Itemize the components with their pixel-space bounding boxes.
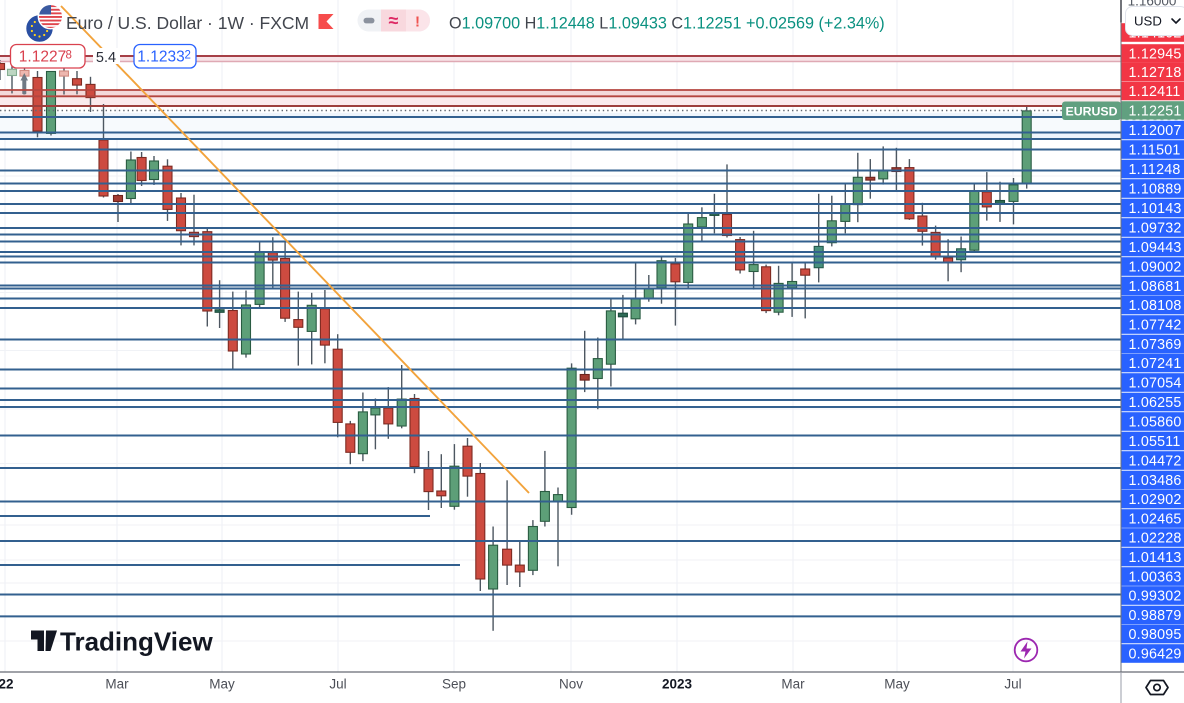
svg-text:Jul: Jul	[1004, 677, 1021, 692]
svg-text:1.12251: 1.12251	[1129, 103, 1182, 119]
svg-text:1.12718: 1.12718	[1129, 65, 1182, 81]
svg-text:May: May	[884, 677, 910, 692]
svg-text:1.12411: 1.12411	[1129, 84, 1181, 100]
svg-text:5.4: 5.4	[96, 50, 116, 66]
svg-text:!: !	[415, 14, 420, 31]
svg-text:2: 2	[185, 50, 191, 62]
svg-text:1.11501: 1.11501	[1129, 142, 1181, 158]
svg-text:May: May	[209, 677, 235, 692]
svg-text:1.16000: 1.16000	[1128, 0, 1177, 9]
svg-text:USD: USD	[1134, 14, 1162, 29]
svg-text:0.98095: 0.98095	[1129, 627, 1182, 643]
svg-text:Jul: Jul	[329, 677, 346, 692]
svg-text:TradingView: TradingView	[60, 627, 213, 657]
svg-text:1.08681: 1.08681	[1129, 279, 1182, 295]
svg-text:1.02465: 1.02465	[1129, 511, 1182, 527]
svg-text:O1.09700 H1.12448 L1.09433 C1.: O1.09700 H1.12448 L1.09433 C1.12251 +0.0…	[449, 15, 885, 33]
svg-text:2023: 2023	[662, 677, 693, 692]
svg-text:Sep: Sep	[442, 677, 466, 692]
svg-text:1.1233: 1.1233	[137, 49, 184, 66]
svg-text:Euro / U.S. Dollar · 1W · FXCM: Euro / U.S. Dollar · 1W · FXCM	[66, 13, 309, 33]
svg-text:1.01413: 1.01413	[1129, 550, 1182, 566]
svg-text:1.09002: 1.09002	[1129, 259, 1182, 275]
svg-text:≈: ≈	[389, 11, 399, 31]
svg-text:1.10143: 1.10143	[1129, 201, 1182, 217]
svg-text:1.08108: 1.08108	[1129, 298, 1182, 314]
svg-text:1.02902: 1.02902	[1129, 492, 1182, 508]
svg-text:1.11248: 1.11248	[1129, 162, 1181, 178]
svg-text:8: 8	[66, 50, 72, 62]
svg-text:1.05511: 1.05511	[1129, 434, 1181, 450]
svg-text:1.07054: 1.07054	[1129, 375, 1182, 391]
svg-text:1.09443: 1.09443	[1129, 240, 1182, 256]
svg-text:1.05860: 1.05860	[1129, 414, 1182, 430]
svg-text:EURUSD: EURUSD	[1066, 105, 1118, 119]
svg-text:Nov: Nov	[559, 677, 583, 692]
svg-text:1.07742: 1.07742	[1129, 317, 1182, 333]
svg-text:1.1227: 1.1227	[19, 49, 66, 66]
svg-text:1.03486: 1.03486	[1129, 473, 1182, 489]
svg-text:Mar: Mar	[105, 677, 129, 692]
svg-text:0.98879: 0.98879	[1129, 608, 1182, 624]
svg-text:22: 22	[0, 677, 14, 692]
svg-text:1.12007: 1.12007	[1129, 123, 1182, 139]
svg-text:1.07241: 1.07241	[1129, 356, 1182, 372]
svg-text:1.00363: 1.00363	[1129, 569, 1182, 585]
svg-text:1.02228: 1.02228	[1129, 530, 1182, 546]
svg-text:1.06255: 1.06255	[1129, 395, 1182, 411]
svg-text:0.96429: 0.96429	[1129, 646, 1182, 662]
svg-text:Mar: Mar	[781, 677, 805, 692]
svg-text:1.04472: 1.04472	[1129, 453, 1182, 469]
svg-text:1.10889: 1.10889	[1129, 181, 1182, 197]
svg-text:0.99302: 0.99302	[1129, 588, 1182, 604]
svg-text:1.07369: 1.07369	[1129, 337, 1182, 353]
svg-text:1.12945: 1.12945	[1129, 46, 1182, 62]
svg-text:1.09732: 1.09732	[1129, 220, 1182, 236]
